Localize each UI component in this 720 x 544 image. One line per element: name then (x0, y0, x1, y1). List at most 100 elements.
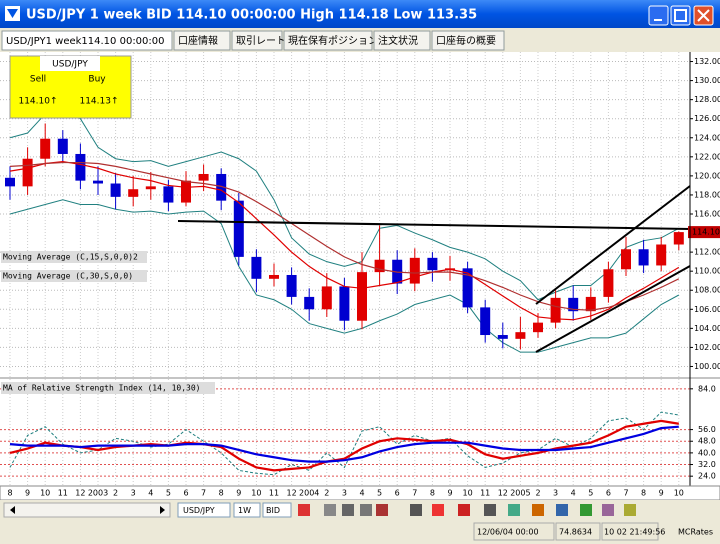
candle-body (603, 269, 614, 297)
tool-icon[interactable] (484, 504, 496, 516)
tab[interactable] (283, 30, 373, 51)
candle-body (57, 138, 68, 154)
x-tick-label: 6 (183, 489, 188, 498)
tool-icon[interactable] (602, 504, 614, 516)
y-tick-label: 120.00 (694, 171, 720, 180)
tool-icon[interactable] (508, 504, 520, 516)
x-tick-label: 3 (131, 489, 136, 498)
status-cell (601, 522, 659, 541)
x-tick-label: 2 (324, 489, 329, 498)
x-tick-label: 2003 (88, 489, 108, 498)
candle-body (233, 200, 244, 257)
candle-body (409, 257, 420, 284)
x-tick-label: 9 (447, 489, 452, 498)
x-tick-label: 3 (553, 489, 558, 498)
y-tick-label: 116.00 (694, 210, 720, 219)
tool-icon[interactable] (556, 504, 568, 516)
y-tick-label: 48.0 (698, 437, 716, 446)
rsi-panel: 24.0 32.0 40.0 48.0 56.0 84.0 MA of Relative S… (0, 382, 716, 481)
maximize-glyph (674, 9, 687, 22)
candle-body (304, 296, 315, 310)
candle-body (128, 189, 139, 197)
sell-label: Sell (30, 75, 46, 85)
quote-pair: USD/JPY (52, 60, 88, 70)
candle-body (269, 274, 279, 279)
symbol-select[interactable] (177, 502, 231, 518)
indicator-label-box (1, 251, 147, 263)
candle-body (497, 335, 508, 339)
tab[interactable] (373, 30, 431, 51)
x-tick-label: 10 (674, 489, 684, 498)
x-tick-label: 8 (430, 489, 435, 498)
tool-icon[interactable] (624, 504, 636, 516)
tab-label: 口座情報 (178, 34, 218, 47)
scroll-right[interactable] (160, 506, 165, 514)
indicator-label-box (1, 270, 147, 282)
x-tick-label: 9 (236, 489, 241, 498)
minimize-button[interactable] (648, 5, 669, 26)
scrollbar[interactable] (3, 502, 171, 518)
y-tick-label: 124.00 (694, 133, 720, 142)
price-panel: 100.00 102.00 104.00 106.00 108.00 110.00 112.… (0, 52, 720, 486)
candle-body (638, 249, 649, 266)
scroll-left[interactable] (10, 506, 15, 514)
y-tick-label: 104.00 (694, 324, 720, 333)
indicator-title: MA of Relative Strength Index (14, 10,30… (3, 384, 200, 393)
tool-icon[interactable] (410, 504, 422, 516)
tool-icon[interactable] (360, 504, 372, 516)
x-tick-label: 7 (201, 489, 206, 498)
indicator-label: Moving Average (C,30,S,0,0) (3, 272, 133, 281)
candle-body (93, 180, 103, 184)
x-tick-label: 11 (269, 489, 279, 498)
tool-icon[interactable] (580, 504, 592, 516)
y-tick-label: 130.00 (694, 76, 720, 85)
candle-body (40, 138, 51, 159)
candle-body (568, 297, 579, 312)
candle-body (216, 173, 227, 201)
candle-body (533, 322, 543, 333)
sell-price[interactable]: 114.10↑ (18, 97, 57, 107)
x-tick-label: 8 (7, 489, 12, 498)
band-upper (9, 110, 680, 301)
tool-icon[interactable] (532, 504, 544, 516)
title-bar (0, 0, 720, 28)
tool-icon[interactable] (342, 504, 354, 516)
side-text: BID (266, 506, 280, 515)
y-tick-label: 128.00 (694, 95, 720, 104)
side-select[interactable] (262, 502, 292, 518)
x-tick-label: 5 (377, 489, 382, 498)
status-date: 12/06/04 00:00 (477, 528, 539, 537)
buy-price[interactable]: 114.13↑ (79, 97, 118, 107)
y-tick-label: 56.0 (698, 425, 716, 434)
tab[interactable] (431, 30, 505, 51)
candle-body (198, 173, 209, 181)
x-tick-label: 10 (251, 489, 261, 498)
y-tick-label: 106.00 (694, 305, 720, 314)
y-tick-label: 110.00 (694, 267, 720, 276)
tab[interactable] (231, 30, 283, 51)
x-tick-label: 12 (287, 489, 297, 498)
x-tick-label: 7 (412, 489, 417, 498)
tool-icon[interactable] (376, 504, 388, 516)
buy-label: Buy (88, 75, 106, 85)
x-tick-label: 8 (219, 489, 224, 498)
tool-icon[interactable] (324, 504, 336, 516)
x-tick-label: 4 (359, 489, 364, 498)
tool-icon[interactable] (298, 504, 310, 516)
last-price-label: 114.10 (692, 228, 720, 237)
candle-body (673, 232, 684, 245)
tab[interactable] (173, 30, 231, 51)
y-tick-label: 40.0 (698, 448, 716, 457)
y-tick-label: 84.0 (698, 384, 716, 393)
period-text: 1W (238, 506, 251, 515)
tool-icon[interactable] (458, 504, 470, 516)
y-tick-label: 132.00 (694, 57, 720, 66)
trend-line (535, 185, 691, 305)
candle-body (374, 259, 385, 273)
tool-icon[interactable] (432, 504, 444, 516)
maximize-button[interactable] (670, 5, 691, 26)
candle-body (462, 268, 473, 308)
tab[interactable] (1, 30, 173, 51)
period-select[interactable] (233, 502, 261, 518)
